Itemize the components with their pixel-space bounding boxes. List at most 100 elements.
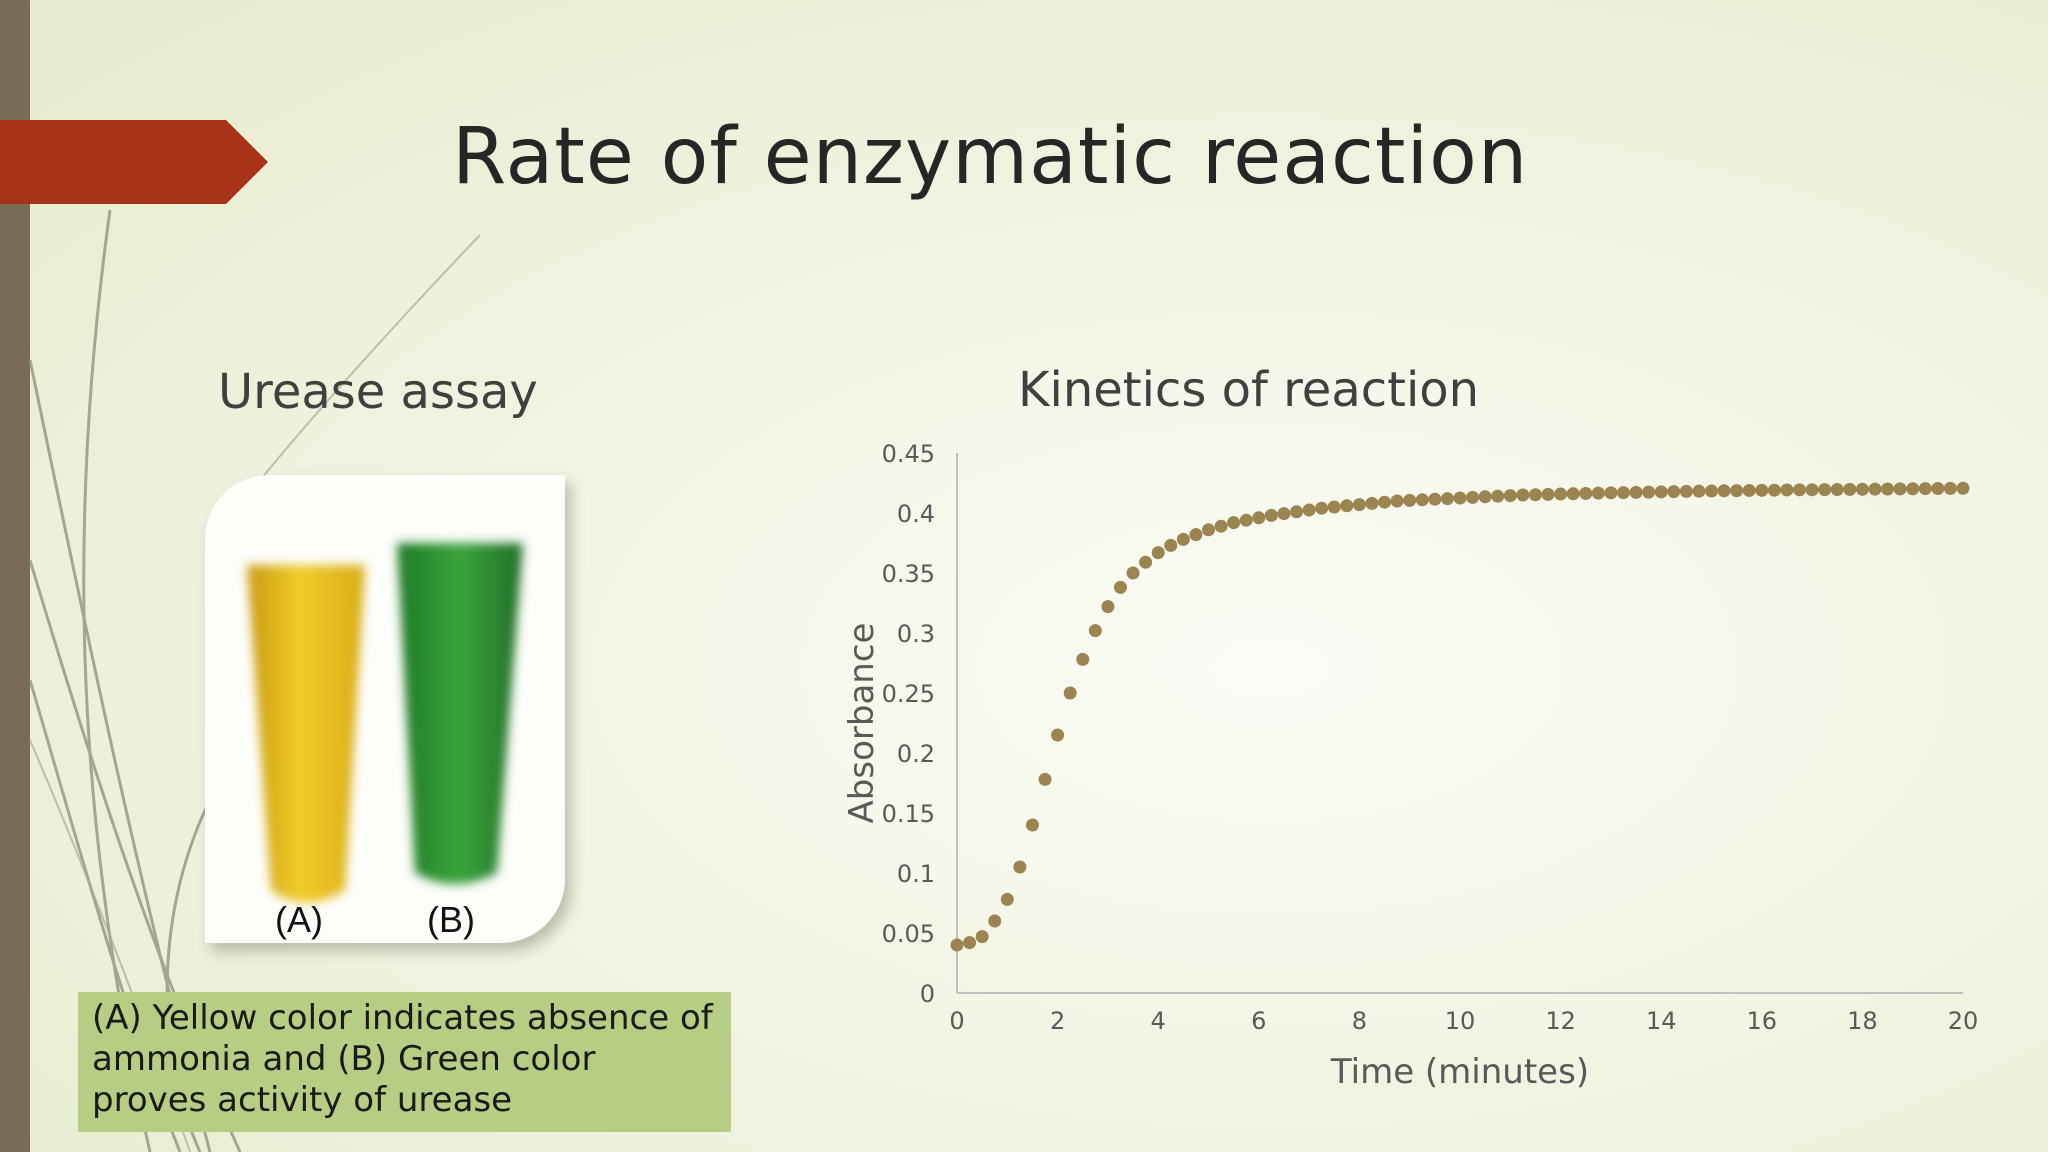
data-point (1918, 482, 1932, 496)
data-point (1277, 507, 1291, 521)
y-tick-label: 0.2 (897, 740, 935, 768)
data-point (950, 938, 964, 952)
data-point (1352, 498, 1366, 512)
data-point (1906, 482, 1920, 496)
data-point (1830, 482, 1844, 496)
x-tick-label: 4 (1151, 1007, 1166, 1035)
data-point (1466, 490, 1480, 504)
data-point (1151, 546, 1165, 560)
data-point (1126, 566, 1140, 580)
data-point (1025, 818, 1039, 832)
x-tick-label: 8 (1352, 1007, 1367, 1035)
data-point (1855, 482, 1869, 496)
data-point (1805, 483, 1819, 497)
data-point (1554, 487, 1568, 501)
assay-caption: (A) Yellow color indicates absence of am… (78, 992, 731, 1132)
x-tick-labels: 0 2 4 6 8 10 12 14 16 18 20 (949, 1007, 1978, 1035)
urease-assay-heading: Urease assay (218, 364, 538, 420)
data-point (975, 930, 989, 944)
tube-b-icon (397, 543, 523, 884)
data-point (1000, 892, 1014, 906)
data-point (1793, 483, 1807, 497)
data-point (1491, 489, 1505, 503)
kinetics-heading: Kinetics of reaction (1018, 362, 1480, 418)
data-point (1365, 496, 1379, 510)
x-tick-label: 14 (1646, 1007, 1677, 1035)
data-point (1214, 519, 1228, 533)
tube-label-a: (A) (275, 899, 323, 940)
data-point (1164, 538, 1178, 552)
data-point (1528, 488, 1542, 502)
chart-axes (956, 453, 1963, 994)
y-axis-label: Absorbance (842, 623, 882, 824)
data-point (1315, 501, 1329, 515)
data-point (1767, 483, 1781, 497)
data-points (950, 481, 1970, 952)
data-point (1943, 481, 1957, 495)
x-tick-label: 18 (1847, 1007, 1878, 1035)
y-tick-label: 0.45 (882, 440, 935, 468)
data-point (1101, 600, 1115, 614)
data-point (1327, 500, 1341, 514)
data-point (1591, 486, 1605, 500)
data-point (1868, 482, 1882, 496)
data-point (1038, 772, 1052, 786)
data-point (1642, 485, 1656, 499)
data-point (1541, 487, 1555, 501)
data-point (1189, 528, 1203, 542)
data-point (1478, 490, 1492, 504)
data-point (1679, 484, 1693, 498)
data-point (1956, 481, 1970, 495)
data-point (1717, 484, 1731, 498)
data-point (1227, 516, 1241, 530)
data-point (1667, 485, 1681, 499)
data-point (1503, 489, 1517, 503)
title-arrow-accent (0, 120, 268, 204)
x-axis-label: Time (minutes) (1330, 1052, 1589, 1092)
data-point (1893, 482, 1907, 496)
slide-title: Rate of enzymatic reaction (452, 112, 1529, 202)
data-point (1780, 483, 1794, 497)
x-tick-label: 20 (1948, 1007, 1979, 1035)
data-point (963, 936, 977, 950)
data-point (1566, 487, 1580, 501)
data-point (1742, 483, 1756, 497)
arrow-shape (0, 120, 268, 204)
data-point (1881, 482, 1895, 496)
data-point (1139, 555, 1153, 569)
data-point (988, 914, 1002, 928)
data-point (1390, 494, 1404, 508)
y-tick-label: 0.4 (897, 500, 935, 528)
data-point (1428, 492, 1442, 506)
data-point (1705, 484, 1718, 498)
data-point (1931, 482, 1945, 496)
data-point (1843, 482, 1857, 496)
x-tick-label: 0 (949, 1007, 964, 1035)
y-tick-labels: 0 0.05 0.1 0.15 0.2 0.25 0.3 0.35 0.4 0.45 (882, 440, 935, 1008)
data-point (1239, 513, 1253, 527)
x-tick-label: 16 (1747, 1007, 1778, 1035)
x-tick-label: 2 (1050, 1007, 1065, 1035)
data-point (1088, 624, 1102, 638)
data-point (1629, 485, 1643, 499)
data-point (1202, 523, 1215, 537)
y-tick-label: 0.35 (882, 560, 935, 588)
y-tick-label: 0 (920, 980, 935, 1008)
data-point (1616, 486, 1630, 500)
data-point (1403, 493, 1417, 507)
tube-label-b: (B) (427, 899, 475, 940)
y-tick-label: 0.1 (897, 860, 935, 888)
y-tick-label: 0.15 (882, 800, 935, 828)
data-point (1176, 532, 1190, 546)
x-tick-label: 6 (1251, 1007, 1266, 1035)
data-point (1453, 491, 1467, 505)
urease-tubes-photo: (A) (B) (205, 475, 565, 943)
data-point (1113, 580, 1127, 594)
x-tick-label: 10 (1445, 1007, 1476, 1035)
data-point (1076, 652, 1090, 666)
data-point (1013, 860, 1027, 874)
data-point (1264, 508, 1278, 522)
data-point (1579, 486, 1593, 500)
data-point (1818, 483, 1832, 497)
y-tick-label: 0.3 (897, 620, 935, 648)
